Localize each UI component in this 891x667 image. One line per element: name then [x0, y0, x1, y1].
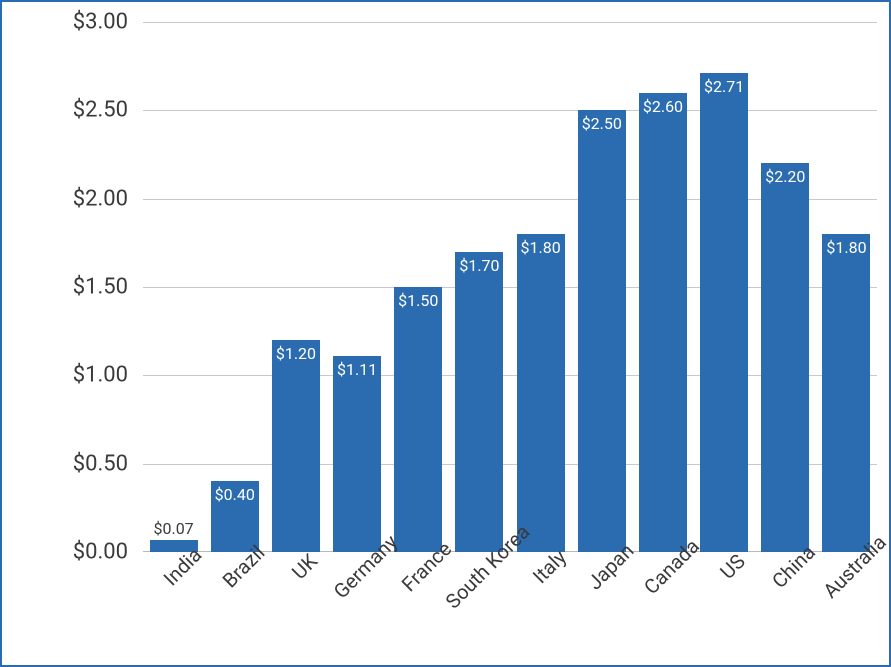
x-tick-slot: Japan [571, 552, 632, 662]
bar-slot: $2.71 [694, 22, 755, 552]
bar-slot: $1.80 [510, 22, 571, 552]
bar-value-label: $1.70 [459, 256, 499, 275]
x-tick-slot: Canada [632, 552, 693, 662]
x-axis-labels: IndiaBrazil UKGermanyFranceSouth KoreaIta… [143, 552, 877, 662]
bar-value-label: $1.80 [521, 238, 561, 257]
bar-slot: $2.20 [755, 22, 816, 552]
y-tick-label: $3.00 [73, 10, 128, 35]
bars-container: $0.07 $0.40 $1.20 $1.11 $1.50 $1.70 $1.80 $2.50… [143, 22, 877, 552]
bar: $1.20 [272, 340, 320, 552]
bar-slot: $1.11 [327, 22, 388, 552]
y-tick-label: $0.50 [73, 451, 128, 476]
chart-frame: $0.07 $0.40 $1.20 $1.11 $1.50 $1.70 $1.80 $2.50… [0, 0, 891, 667]
bar-value-label: $0.07 [153, 519, 193, 540]
bar: $1.80 [822, 234, 870, 552]
bar-slot: $0.40 [204, 22, 265, 552]
y-axis-labels: $0.00$0.50$1.00$1.50$2.00$2.50$3.00 [2, 22, 128, 552]
bar-slot: $2.50 [571, 22, 632, 552]
bar-value-label: $2.20 [765, 167, 805, 186]
x-tick-slot: South Korea [449, 552, 510, 662]
bar: $1.70 [455, 252, 503, 552]
x-tick-label: UK [287, 549, 322, 584]
y-tick-label: $2.00 [73, 186, 128, 211]
bar-value-label: $2.60 [643, 97, 683, 116]
bar: $2.50 [578, 110, 626, 552]
bar-value-label: $0.40 [215, 485, 255, 504]
bar: $1.11 [333, 356, 381, 552]
bar: $1.80 [517, 234, 565, 552]
bar-slot: $1.70 [449, 22, 510, 552]
x-tick-slot: Germany [327, 552, 388, 662]
bar: $2.60 [639, 93, 687, 552]
y-tick-label: $1.00 [73, 363, 128, 388]
bar-slot: $1.20 [265, 22, 326, 552]
bar-value-label: $1.20 [276, 344, 316, 363]
bar-value-label: $2.71 [704, 77, 744, 96]
x-tick-slot: France [388, 552, 449, 662]
bar: $1.50 [394, 287, 442, 552]
x-tick-slot: US [694, 552, 755, 662]
bar-slot: $2.60 [632, 22, 693, 552]
x-tick-slot: Brazil [204, 552, 265, 662]
bar-slot: $1.80 [816, 22, 877, 552]
y-tick-label: $2.50 [73, 98, 128, 123]
x-tick-slot: India [143, 552, 204, 662]
x-tick-slot: Italy [510, 552, 571, 662]
bar-value-label: $1.50 [398, 291, 438, 310]
bar-value-label: $1.80 [826, 238, 866, 257]
bar-slot: $1.50 [388, 22, 449, 552]
bar: $2.71 [700, 73, 748, 552]
x-tick-label: US [715, 549, 750, 584]
bar-slot: $0.07 [143, 22, 204, 552]
bar-value-label: $2.50 [582, 114, 622, 133]
bar: $2.20 [761, 163, 809, 552]
x-tick-slot: Australia [816, 552, 877, 662]
y-tick-label: $0.00 [73, 540, 128, 565]
plot-area: $0.07 $0.40 $1.20 $1.11 $1.50 $1.70 $1.80 $2.50… [143, 22, 877, 552]
x-tick-slot: China [755, 552, 816, 662]
bar-value-label: $1.11 [337, 360, 377, 379]
x-tick-slot: UK [265, 552, 326, 662]
y-tick-label: $1.50 [73, 275, 128, 300]
x-tick-label: Italy [527, 545, 570, 588]
